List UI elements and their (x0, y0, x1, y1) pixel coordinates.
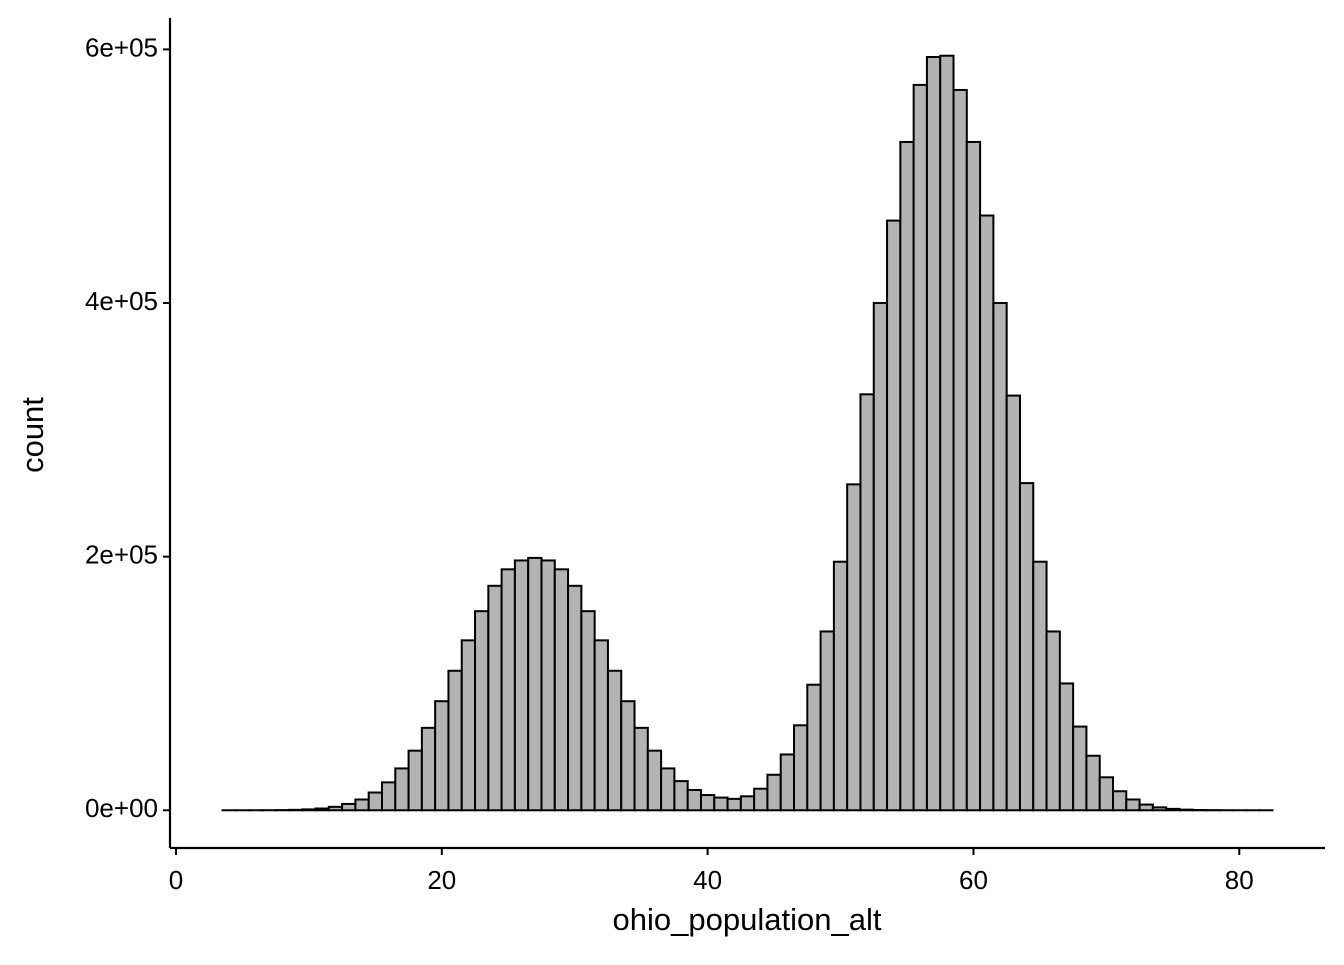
bar (767, 775, 780, 811)
bar (1060, 683, 1073, 810)
bar (1033, 562, 1046, 811)
bar (502, 569, 515, 810)
bar (488, 586, 501, 810)
x-tick-label: 60 (959, 865, 988, 895)
bar (661, 768, 674, 810)
bar (741, 796, 754, 810)
bar (648, 751, 661, 811)
y-tick-label: 4e+05 (85, 286, 158, 316)
bar (781, 754, 794, 810)
bar (754, 789, 767, 811)
bar (1007, 396, 1020, 811)
bar (621, 701, 634, 810)
bar (342, 804, 355, 810)
bar (807, 685, 820, 811)
bar (940, 56, 953, 811)
y-tick-label: 2e+05 (85, 540, 158, 570)
bar (1086, 756, 1099, 811)
bar (874, 303, 887, 810)
bar (954, 90, 967, 810)
bar (900, 142, 913, 810)
bar (834, 562, 847, 811)
bar (860, 394, 873, 810)
bar (435, 701, 448, 810)
bar (980, 216, 993, 811)
bar (847, 484, 860, 810)
bar (448, 671, 461, 810)
bar (821, 631, 834, 810)
x-tick-label: 0 (169, 865, 183, 895)
bar (728, 799, 741, 810)
bar (1020, 483, 1033, 810)
bar (635, 728, 648, 810)
bar (1047, 631, 1060, 810)
bar (887, 221, 900, 811)
y-tick-label: 0e+00 (85, 793, 158, 823)
x-axis-title: ohio_population_alt (613, 902, 882, 937)
bar (329, 807, 342, 810)
bar (395, 768, 408, 810)
bar (528, 558, 541, 810)
bar (993, 303, 1006, 810)
bar (1153, 807, 1166, 810)
bar (409, 751, 422, 811)
bar (475, 611, 488, 810)
bar (422, 728, 435, 810)
x-tick-label: 80 (1225, 865, 1254, 895)
x-tick-label: 20 (427, 865, 456, 895)
bar (302, 809, 315, 810)
bar (369, 793, 382, 811)
x-tick-label: 40 (693, 865, 722, 895)
bar (714, 798, 727, 811)
bar (608, 671, 621, 810)
bar (541, 560, 554, 810)
bar (316, 808, 329, 810)
bar (515, 560, 528, 810)
bar (1166, 809, 1179, 810)
bar (967, 142, 980, 810)
bar (581, 611, 594, 810)
bar (1140, 805, 1153, 811)
bar (674, 781, 687, 810)
bar (595, 640, 608, 810)
bar (914, 85, 927, 810)
bar (1073, 727, 1086, 811)
bar (927, 57, 940, 810)
bar (555, 569, 568, 810)
bar (355, 799, 368, 810)
bar (1126, 799, 1139, 810)
bar (688, 790, 701, 810)
bar (1113, 791, 1126, 810)
bar (1179, 810, 1192, 811)
bar (462, 640, 475, 810)
bar (701, 795, 714, 810)
bar (382, 782, 395, 810)
bar (794, 725, 807, 810)
y-tick-label: 6e+05 (85, 32, 158, 62)
bar (1100, 777, 1113, 810)
bar (568, 586, 581, 810)
y-axis-title: count (15, 397, 50, 473)
